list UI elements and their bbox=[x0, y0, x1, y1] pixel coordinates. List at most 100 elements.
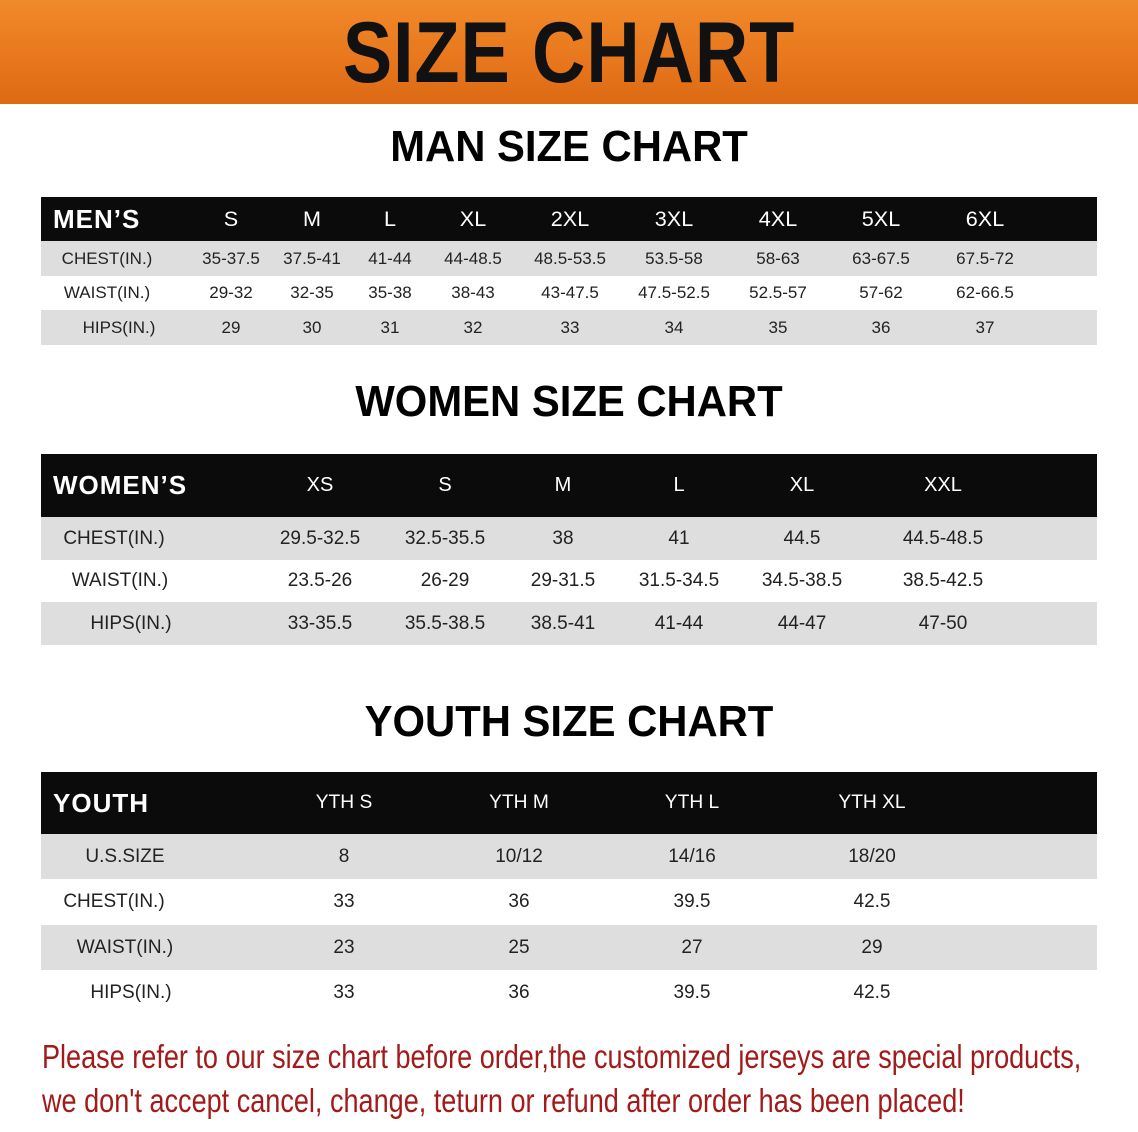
women-table-row: WAIST(IN.) 23.5-26 26-29 29-31.5 31.5-34.5 34… bbox=[41, 560, 1097, 602]
men-value-cell: 33 bbox=[560, 317, 580, 337]
women-value-cell: 23.5-26 bbox=[287, 570, 353, 591]
men-value-cell: 57-62 bbox=[859, 283, 903, 302]
men-value-cell: 41-44 bbox=[368, 248, 412, 268]
women-header-label: WOMEN’S bbox=[53, 470, 188, 500]
women-value-cell: 44.5-48.5 bbox=[902, 527, 984, 549]
men-value-cell: 53.5-58 bbox=[645, 248, 703, 268]
youth-value-cell: 42.5 bbox=[853, 982, 891, 1003]
youth-header-label: YOUTH bbox=[53, 787, 149, 818]
youth-row-label: U.S.SIZE bbox=[85, 845, 165, 867]
men-size-header: 3XL bbox=[654, 206, 694, 231]
women-value-cell: 41 bbox=[668, 527, 690, 549]
women-value-cell: 35.5-38.5 bbox=[404, 612, 486, 634]
youth-row-label: CHEST(IN.) bbox=[63, 891, 165, 912]
youth-value-cell: 33 bbox=[333, 982, 355, 1003]
men-size-header: 4XL bbox=[758, 206, 798, 231]
women-size-header: XXL bbox=[924, 474, 962, 496]
banner-title: SIZE CHART bbox=[342, 5, 796, 101]
women-value-cell: 44.5 bbox=[783, 527, 821, 549]
men-size-header: M bbox=[303, 206, 321, 231]
men-value-cell: 35 bbox=[768, 317, 788, 337]
men-value-cell: 36 bbox=[871, 317, 891, 337]
banner: SIZE CHART bbox=[0, 0, 1138, 104]
women-size-header: S bbox=[438, 474, 452, 496]
women-row-label: WAIST(IN.) bbox=[71, 570, 169, 591]
men-value-cell: 29-32 bbox=[209, 283, 253, 302]
youth-size-header: YTH S bbox=[315, 792, 373, 813]
youth-value-cell: 14/16 bbox=[668, 845, 716, 867]
women-value-cell: 41-44 bbox=[654, 612, 704, 634]
men-value-cell: 34 bbox=[664, 317, 684, 337]
men-value-cell: 32-35 bbox=[290, 283, 334, 302]
youth-header-row: YOUTH YTH S YTH M YTH L YTH XL bbox=[41, 772, 1097, 834]
women-size-header: XL bbox=[789, 474, 815, 496]
youth-value-cell: 25 bbox=[508, 936, 530, 958]
youth-value-cell: 36 bbox=[508, 891, 530, 912]
youth-value-cell: 33 bbox=[333, 891, 355, 912]
women-value-cell: 26-29 bbox=[420, 570, 470, 591]
women-value-cell: 38.5-41 bbox=[530, 612, 596, 634]
men-value-cell: 47.5-52.5 bbox=[638, 283, 710, 302]
men-table-row: CHEST(IN.) 35-37.5 37.5-41 41-44 44-48.5 48.5… bbox=[41, 241, 1097, 276]
youth-value-cell: 39.5 bbox=[673, 982, 711, 1003]
youth-value-cell: 23 bbox=[333, 936, 355, 958]
men-value-cell: 52.5-57 bbox=[749, 283, 807, 302]
youth-value-cell: 29 bbox=[861, 936, 883, 958]
women-row-label: CHEST(IN.) bbox=[63, 527, 165, 549]
youth-table-row: WAIST(IN.) 23 25 27 29 bbox=[41, 925, 1097, 970]
men-row-label: WAIST(IN.) bbox=[63, 283, 151, 302]
notice-line-1: Please refer to our size chart before or… bbox=[42, 1038, 1082, 1075]
men-header-label: MEN’S bbox=[53, 203, 141, 234]
women-value-cell: 29.5-32.5 bbox=[279, 527, 361, 549]
men-value-cell: 58-63 bbox=[756, 248, 800, 268]
youth-value-cell: 8 bbox=[338, 845, 350, 867]
women-value-cell: 44-47 bbox=[777, 612, 827, 634]
women-size-header: M bbox=[554, 474, 572, 496]
men-size-header: 5XL bbox=[861, 206, 901, 231]
women-header-row: WOMEN’S XS S M L XL XXL bbox=[41, 454, 1097, 517]
youth-size-header: YTH L bbox=[664, 792, 720, 813]
men-table-row: HIPS(IN.) 29 30 31 32 33 34 35 36 37 bbox=[41, 310, 1097, 345]
men-value-cell: 44-48.5 bbox=[444, 248, 502, 268]
men-section-title: MAN SIZE CHART bbox=[390, 122, 748, 171]
women-value-cell: 31.5-34.5 bbox=[638, 570, 720, 591]
youth-value-cell: 36 bbox=[508, 982, 530, 1003]
men-row-label: CHEST(IN.) bbox=[61, 248, 153, 268]
women-table-row: CHEST(IN.) 29.5-32.5 32.5-35.5 38 41 44.5 44.5… bbox=[41, 517, 1097, 560]
women-section-title: WOMEN SIZE CHART bbox=[355, 377, 783, 426]
youth-table-row: HIPS(IN.) 33 36 39.5 42.5 bbox=[41, 970, 1097, 1016]
women-value-cell: 34.5-38.5 bbox=[761, 570, 843, 591]
men-size-table: MEN’S S M L XL 2XL 3XL 4XL 5XL 6XL CHEST(IN.) 35-37… bbox=[41, 197, 1097, 346]
men-size-header: 6XL bbox=[965, 206, 1005, 231]
youth-size-header: YTH M bbox=[489, 792, 549, 813]
women-value-cell: 38.5-42.5 bbox=[902, 570, 984, 591]
youth-value-cell: 27 bbox=[681, 936, 703, 958]
youth-value-cell: 18/20 bbox=[848, 845, 896, 867]
women-size-table: WOMEN’S XS S M L XL XXL CHEST(IN.) 29.5-32.5 32.5… bbox=[41, 454, 1097, 645]
youth-table-row: U.S.SIZE 8 10/12 14/16 18/20 bbox=[41, 834, 1097, 879]
women-table-row: HIPS(IN.) 33-35.5 35.5-38.5 38.5-41 41-44 44-… bbox=[41, 602, 1097, 645]
youth-row-label: WAIST(IN.) bbox=[76, 936, 174, 958]
youth-value-cell: 39.5 bbox=[673, 891, 711, 912]
men-value-cell: 31 bbox=[380, 317, 400, 337]
men-value-cell: 63-67.5 bbox=[852, 248, 910, 268]
men-value-cell: 38-43 bbox=[451, 283, 495, 302]
men-value-cell: 37.5-41 bbox=[283, 248, 341, 268]
women-size-header: XS bbox=[306, 474, 334, 496]
youth-value-cell: 10/12 bbox=[495, 845, 543, 867]
youth-size-header: YTH XL bbox=[838, 792, 906, 813]
women-value-cell: 38 bbox=[552, 527, 574, 549]
men-value-cell: 37 bbox=[975, 317, 995, 337]
men-value-cell: 43-47.5 bbox=[541, 283, 599, 302]
men-size-header: L bbox=[383, 206, 397, 231]
youth-row-label: HIPS(IN.) bbox=[90, 982, 172, 1003]
women-value-cell: 32.5-35.5 bbox=[404, 527, 486, 549]
men-value-cell: 67.5-72 bbox=[956, 248, 1014, 268]
men-header-row: MEN’S S M L XL 2XL 3XL 4XL 5XL 6XL bbox=[41, 197, 1097, 241]
men-table-row: WAIST(IN.) 29-32 32-35 35-38 38-43 43-47.5 47.… bbox=[41, 276, 1097, 310]
men-size-header: 2XL bbox=[550, 206, 590, 231]
men-value-cell: 35-37.5 bbox=[202, 248, 260, 268]
women-value-cell: 33-35.5 bbox=[287, 612, 353, 634]
men-value-cell: 35-38 bbox=[368, 283, 412, 302]
men-value-cell: 30 bbox=[302, 317, 322, 337]
